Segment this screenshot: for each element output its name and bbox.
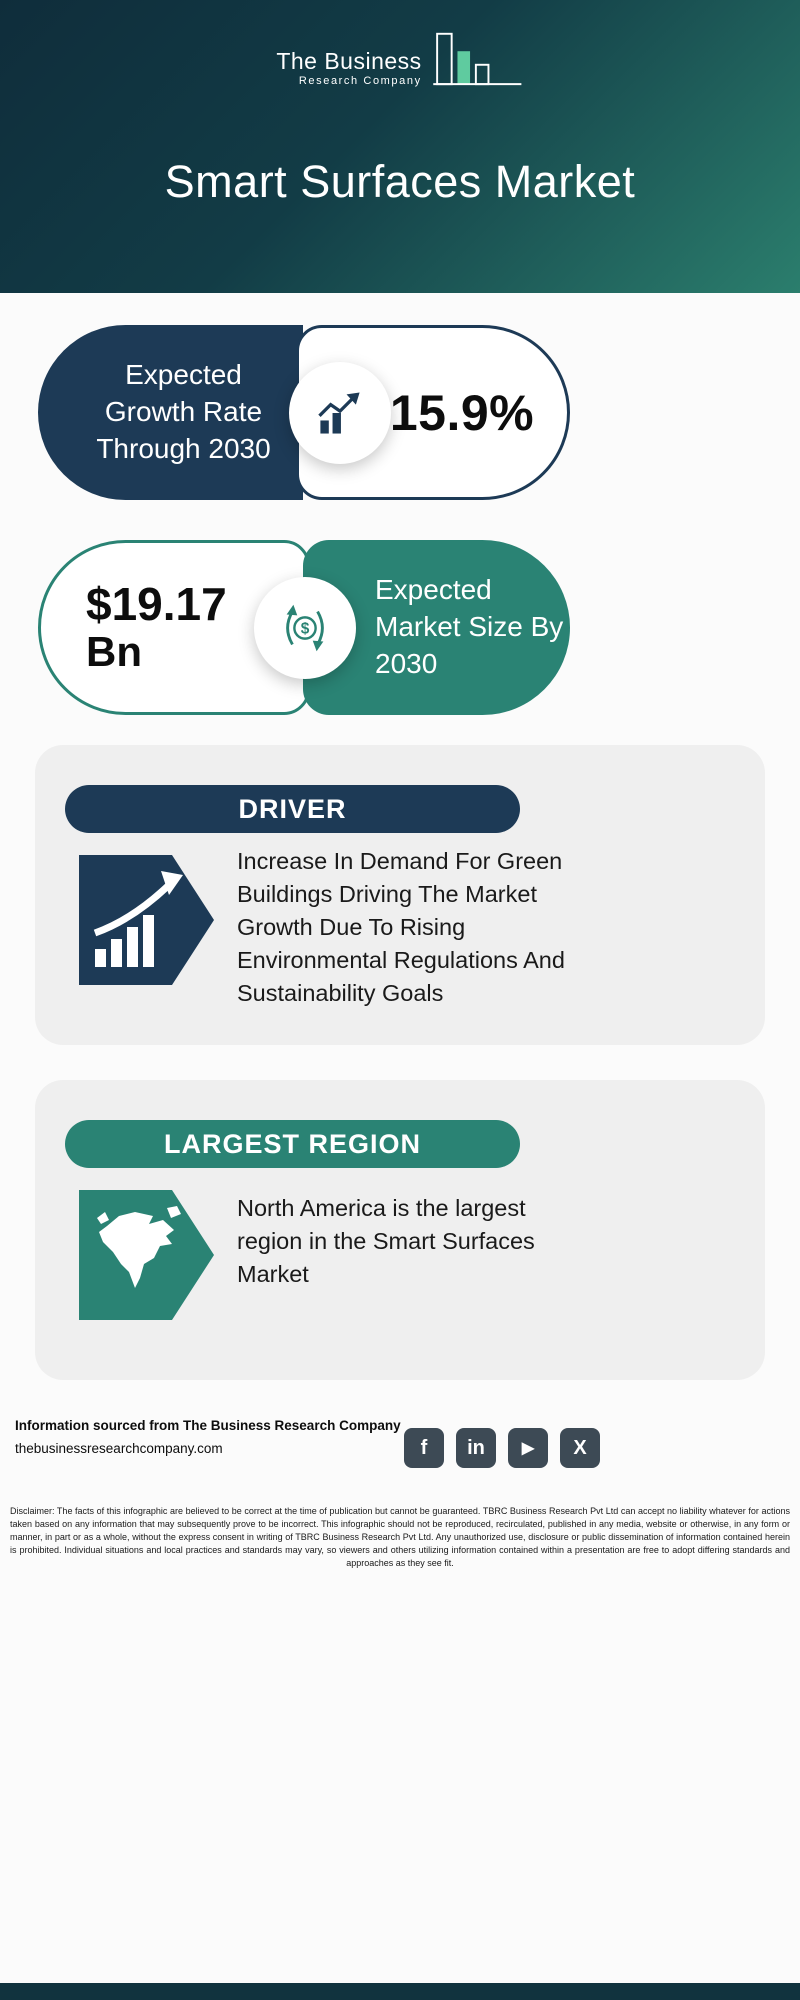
logo-text-primary: The Business	[276, 48, 422, 74]
logo-text: The Business Research Company	[276, 48, 421, 95]
growth-rate-label: Expected Growth Rate Through 2030	[96, 359, 271, 464]
facebook-icon[interactable]: f	[404, 1428, 444, 1468]
page-title: Smart Surfaces Market	[164, 156, 636, 207]
largest-region-text: North America is the largest region in t…	[237, 1195, 535, 1287]
facebook-glyph: f	[420, 1436, 428, 1459]
x-glyph: X	[573, 1436, 587, 1459]
largest-region-card: LARGEST REGION North America is the larg…	[35, 1080, 765, 1380]
growth-rate-value: 15.9%	[389, 384, 535, 441]
logo-text-secondary: Research Company	[298, 75, 422, 87]
money-exchange-icon: $	[254, 577, 356, 679]
bar-chart-growth-badge-icon	[79, 855, 214, 985]
growth-chart-icon	[289, 362, 391, 464]
hero-header: The Business Research Company Smart Surf…	[0, 0, 800, 293]
market-size-label: Expected Market Size By 2030	[375, 574, 564, 679]
youtube-glyph: ▶	[521, 1440, 535, 1457]
market-size-unit: Bn	[86, 627, 142, 675]
driver-heading: DRIVER	[238, 793, 347, 824]
bar-chart-logo-icon	[432, 26, 524, 95]
linkedin-glyph: in	[467, 1436, 485, 1459]
driver-heading-pill: DRIVER	[65, 785, 520, 833]
market-size-card: $19.17 Bn Expected Market Size By 2030 $	[38, 540, 570, 715]
social-links: f in ▶ X	[404, 1428, 600, 1468]
north-america-map-icon	[79, 1190, 214, 1320]
largest-region-heading-pill: LARGEST REGION	[65, 1120, 520, 1168]
company-logo: The Business Research Company	[276, 26, 523, 95]
market-size-value: $19.17	[86, 578, 227, 631]
x-icon[interactable]: X	[560, 1428, 600, 1468]
disclaimer-text: Disclaimer: The facts of this infographi…	[10, 1506, 790, 1569]
svg-text:$: $	[301, 620, 310, 637]
driver-card: DRIVER Increase In Demand For Green Buil…	[35, 745, 765, 1045]
youtube-icon[interactable]: ▶	[508, 1428, 548, 1468]
growth-rate-card: Expected Growth Rate Through 2030 15.9%	[38, 325, 570, 500]
linkedin-icon[interactable]: in	[456, 1428, 496, 1468]
source-attribution: Information sourced from The Business Re…	[15, 1418, 401, 1433]
bottom-accent-bar	[0, 1983, 800, 2000]
website-link[interactable]: thebusinessresearchcompany.com	[15, 1441, 223, 1456]
growth-rate-label-pill: Expected Growth Rate Through 2030	[38, 325, 303, 500]
largest-region-heading: LARGEST REGION	[163, 1128, 421, 1159]
driver-text: Increase In Demand For Green Buildings D…	[237, 848, 565, 1006]
